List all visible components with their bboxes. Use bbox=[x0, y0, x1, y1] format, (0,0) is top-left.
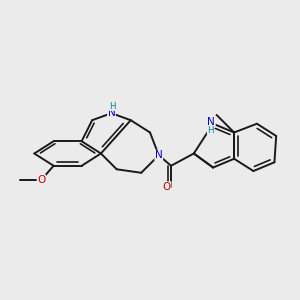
Text: O: O bbox=[37, 175, 46, 185]
Text: N: N bbox=[208, 117, 215, 127]
Text: N: N bbox=[155, 150, 163, 160]
Text: N: N bbox=[108, 108, 115, 118]
Text: H: H bbox=[207, 125, 214, 134]
Text: O: O bbox=[163, 182, 171, 192]
Text: H: H bbox=[109, 102, 116, 111]
